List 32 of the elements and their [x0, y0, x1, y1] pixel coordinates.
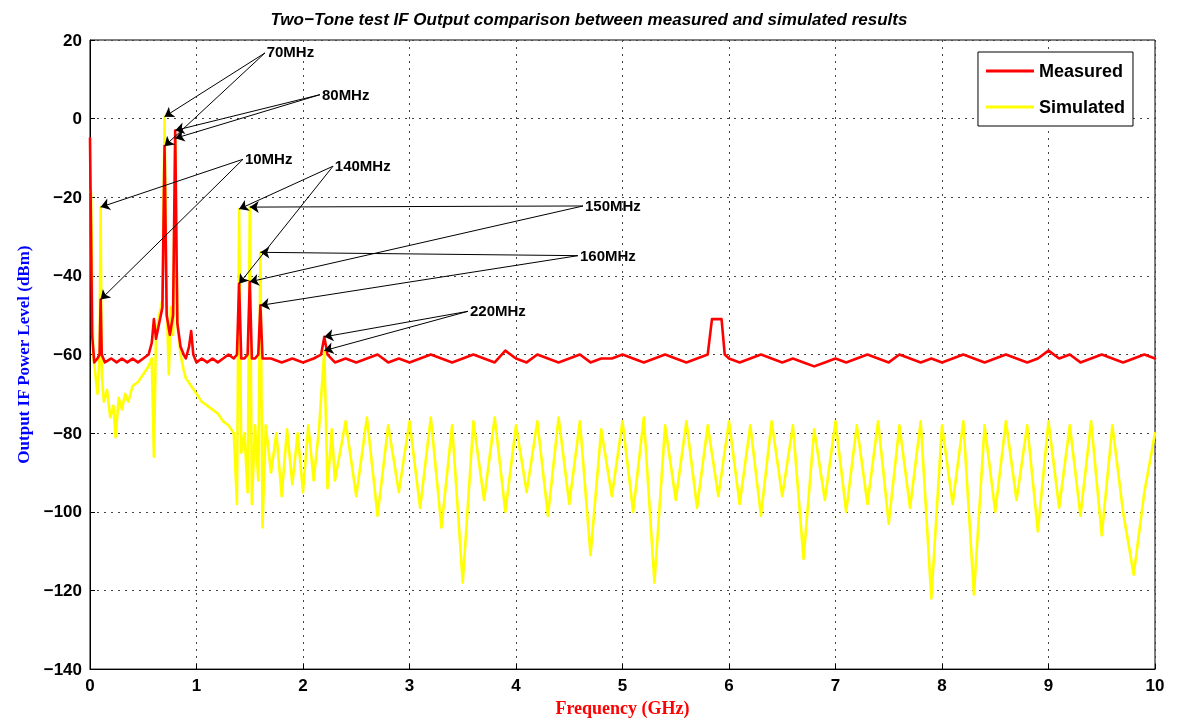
y-tick-label: −100 — [43, 502, 82, 522]
y-tick-label: −40 — [53, 266, 82, 286]
annotation: 10MHz — [244, 150, 293, 168]
annotation: 70MHz — [266, 43, 315, 61]
x-tick-label: 3 — [404, 676, 415, 696]
annotation: 140MHz — [334, 156, 391, 174]
y-tick-label: −140 — [43, 659, 82, 679]
x-tick-label: 0 — [85, 676, 95, 696]
x-tick-label: 7 — [830, 676, 841, 696]
annotation: 80MHz — [321, 85, 370, 103]
annotation: 220MHz — [469, 302, 526, 320]
legend-label: Simulated — [1038, 97, 1126, 117]
x-tick-label: 4 — [511, 676, 522, 696]
x-tick-label: 5 — [617, 676, 628, 696]
x-tick-label: 2 — [298, 676, 308, 696]
annotation: 160MHz — [580, 247, 636, 265]
y-tick-label: 0 — [72, 109, 82, 129]
chart-title: Two−Tone test IF Output comparison between measured and simulated results — [270, 10, 908, 29]
x-tick-label: 8 — [937, 676, 947, 696]
y-axis-title: Output IF Power Level (dBm) — [14, 245, 33, 464]
x-tick-label: 10 — [1145, 676, 1165, 696]
y-tick-label: 20 — [63, 30, 82, 50]
x-tick-label: 6 — [724, 676, 734, 696]
annotation: 150MHz — [585, 197, 641, 215]
x-axis-title: Frequency (GHz) — [555, 698, 690, 719]
y-tick-label: −80 — [53, 423, 82, 443]
x-tick-label: 1 — [191, 676, 202, 696]
y-tick-label: −120 — [43, 580, 82, 600]
x-tick-label: 9 — [1043, 676, 1054, 696]
y-tick-label: −60 — [53, 345, 82, 365]
y-tick-label: −20 — [53, 187, 82, 207]
legend-label: Measured — [1038, 61, 1124, 81]
